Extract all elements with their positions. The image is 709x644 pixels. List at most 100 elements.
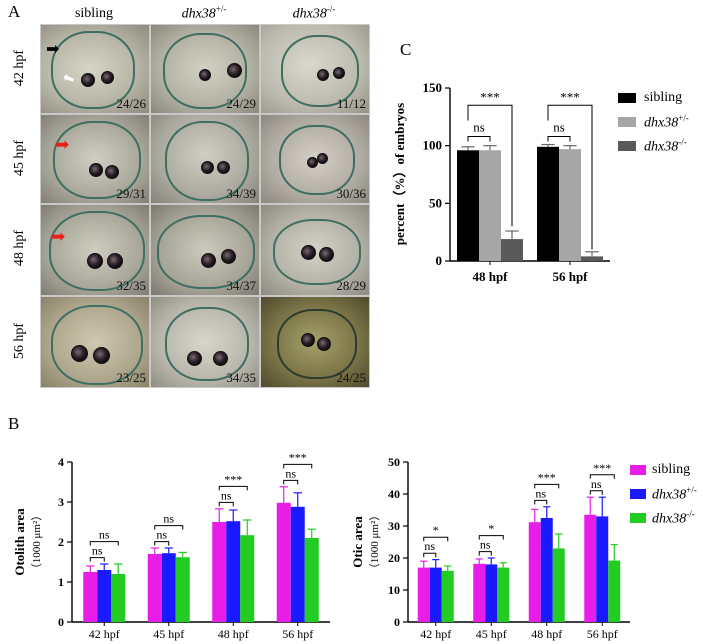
- row-label-45: 45 hpf: [12, 139, 27, 177]
- bar-sibling-56-hpf: [537, 146, 559, 261]
- sig-label-outer: ***: [538, 470, 556, 484]
- panel-b-letter: B: [8, 414, 20, 433]
- sig-label-outer: ***: [289, 450, 307, 464]
- y-tick-label: 100: [423, 138, 443, 153]
- micrograph-48-mut: 28/29: [260, 204, 370, 296]
- y-tick-label: 1: [58, 575, 64, 589]
- micrograph-45-mut: 30/36: [260, 114, 370, 204]
- sig-label-outer: ns: [163, 512, 174, 526]
- sig-bracket-star: [467, 104, 513, 227]
- y-tick-label: 50: [429, 195, 442, 210]
- chart-b-otolith: 0 1 2 3 4 42 hpf 45 hpf 48 hpf 56 hpf Otolith are…: [12, 450, 330, 641]
- micrograph-56-mut: 24/25: [260, 296, 370, 388]
- bar-dhx38-48-hpf: [540, 518, 553, 622]
- sig-bracket-outer: [589, 474, 615, 479]
- sig-bracket-star: [547, 104, 593, 250]
- sig-label-star: ***: [560, 89, 580, 104]
- bar-dhx38-45-hpf: [485, 564, 498, 622]
- row-label-42: 42 hpf: [12, 49, 27, 87]
- sig-bracket-ns: [467, 135, 491, 142]
- sig-label-ns: ns: [473, 119, 485, 134]
- sig-bracket-inner: [89, 557, 105, 562]
- sig-bracket-inner: [218, 501, 234, 507]
- legend-c-item-het: dhx38+/-: [618, 110, 708, 134]
- red-arrow-icon: ➡: [55, 135, 70, 154]
- micrograph-45-het: 34/39: [150, 114, 260, 204]
- micrograph-45-sibling: ➡ 29/31: [40, 114, 150, 204]
- x-tick-label-45-hpf: 45 hpf: [153, 627, 184, 641]
- legend-c-swatch-het: [618, 117, 636, 127]
- legend-b-item-sibling: sibling: [630, 458, 709, 482]
- micrograph-48-sibling: ➡ 32/35: [40, 204, 150, 296]
- panel-c-letter: C: [400, 40, 412, 59]
- sig-label-star: ***: [480, 89, 500, 104]
- legend-b: sibling dhx38+/- dhx38-/-: [630, 458, 709, 530]
- x-tick-label-45-hpf: 45 hpf: [476, 627, 507, 641]
- bar-dhx38-56-hpf: [304, 538, 319, 622]
- bar-sibling-45-hpf: [147, 554, 162, 622]
- x-tick-label-42-hpf: 42 hpf: [420, 627, 451, 641]
- y-axis-unit: （1000 μm²）: [30, 510, 43, 575]
- bar-dhx38-48-hpf: [240, 535, 255, 622]
- micrograph-42-het: 24/29: [150, 24, 260, 114]
- y-tick-label: 10: [388, 583, 400, 597]
- sig-label-inner: ns: [285, 466, 296, 480]
- col-header-sibling: sibling: [74, 6, 114, 21]
- col-header-het: dhx38+/-: [181, 4, 227, 22]
- sig-bracket-inner: [154, 541, 170, 546]
- y-tick-label: 2: [58, 535, 64, 549]
- col-header-mut: dhx38-/-: [292, 4, 336, 22]
- sig-label-inner: ns: [535, 486, 546, 500]
- sig-bracket-outer: [89, 541, 119, 546]
- panel-a-letter: A: [8, 2, 21, 21]
- bar-dhx38-42-hpf: [111, 574, 126, 622]
- bar-dhx38-42-hpf: [97, 570, 112, 622]
- legend-b-item-mut: dhx38-/-: [630, 506, 709, 530]
- bar-dhx38-45-hpf: [175, 557, 190, 622]
- micrograph-42-mut: 11/12: [260, 24, 370, 114]
- sig-label-inner: ns: [92, 544, 103, 558]
- x-tick-label-48-hpf: 48 hpf: [472, 269, 508, 284]
- y-tick-label: 50: [388, 455, 400, 469]
- legend-c-item-sibling: sibling: [618, 86, 708, 110]
- bar-dhx38-42-hpf: [429, 567, 442, 622]
- sig-bracket-outer: [283, 463, 313, 469]
- legend-b-swatch-mut: [630, 513, 646, 523]
- bar-dhx38-45-hpf: [161, 553, 176, 622]
- bar-sibling-48-hpf: [528, 522, 541, 622]
- legend-c-swatch-mut: [618, 141, 636, 151]
- chart-b-otic: 0 10 20 30 40 50 42 hpf 45 hpf 48 hpf 56 hpf Otic …: [350, 455, 630, 641]
- sig-label-inner: ns: [424, 539, 435, 553]
- sig-bracket-inner: [589, 490, 603, 495]
- sig-label-ns: ns: [553, 119, 565, 134]
- black-arrow-icon: ➡: [46, 41, 60, 58]
- y-tick-label: 0: [394, 615, 400, 629]
- sig-bracket-outer: [478, 535, 504, 540]
- bar-sibling-45-hpf: [473, 563, 486, 622]
- micrograph-48-het: 34/37: [150, 204, 260, 296]
- bar-sibling-56-hpf: [276, 502, 291, 622]
- bar-sibling-56-hpf: [584, 514, 597, 622]
- bar-dhx38-42-hpf: [441, 570, 454, 622]
- row-label-48: 48 hpf: [12, 229, 27, 267]
- sig-label-outer: ***: [224, 472, 242, 486]
- y-tick-label: 150: [423, 80, 443, 95]
- x-tick-label-48-hpf: 48 hpf: [531, 627, 562, 641]
- micrograph-56-het: 34/35: [150, 296, 260, 388]
- sig-bracket-outer: [423, 536, 449, 542]
- chart-c: 0 50 100 150 48 hpf 56 hpf percent（%）of embryo…: [392, 80, 610, 284]
- x-tick-label-56-hpf: 56 hpf: [587, 627, 618, 641]
- micrograph-42-sibling: ➡ ➡ 24/26: [40, 24, 150, 114]
- sig-bracket-outer: [154, 525, 184, 530]
- sig-bracket-inner: [534, 499, 548, 505]
- sig-bracket-ns: [547, 135, 571, 142]
- bar-dhx38-56-hpf: [290, 506, 305, 622]
- x-tick-label-48-hpf: 48 hpf: [218, 627, 249, 641]
- sig-label-outer: *: [433, 523, 439, 537]
- bar-dhx38-48-hpf: [501, 239, 523, 261]
- legend-c: sibling dhx38+/- dhx38-/-: [618, 86, 708, 158]
- bar-dhx38-56-hpf: [581, 256, 603, 261]
- sig-label-outer: ***: [593, 461, 611, 475]
- bar-dhx38-48-hpf: [226, 521, 241, 622]
- sig-label-outer: *: [488, 522, 494, 536]
